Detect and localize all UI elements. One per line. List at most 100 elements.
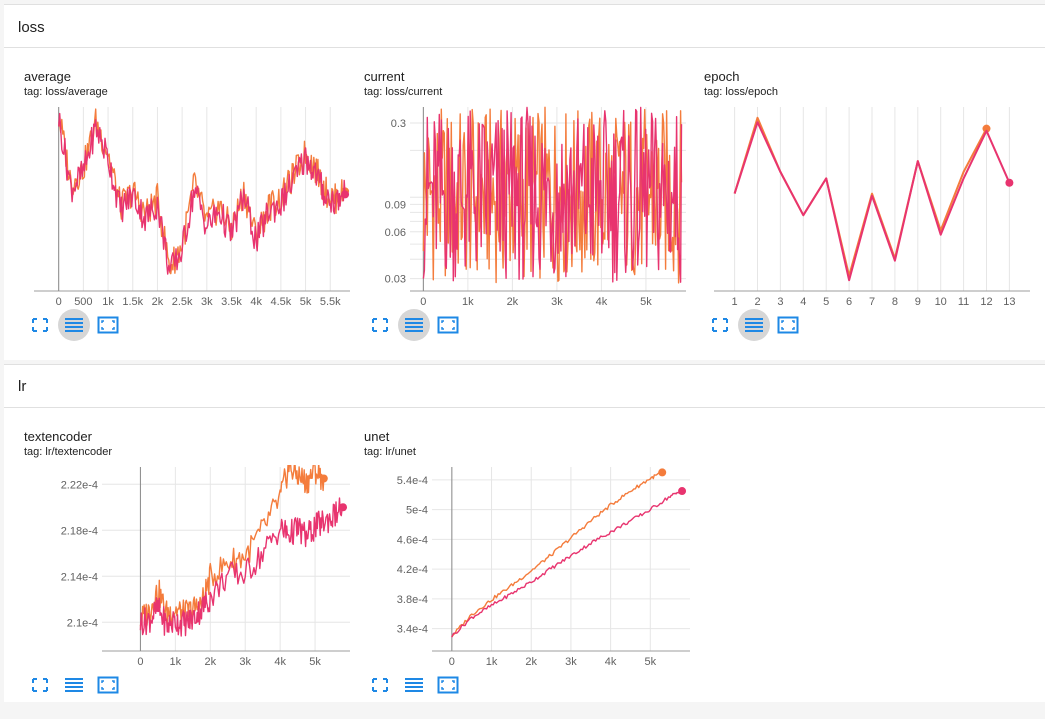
x-tick-label: 0 (449, 656, 455, 668)
x-tick-label: 3k (201, 296, 213, 308)
toggle-log-scale-button[interactable] (398, 309, 430, 341)
fullscreen-icon (97, 316, 119, 334)
x-tick-label: 13 (1003, 296, 1015, 308)
y-tick-label: 2.18e-4 (61, 525, 98, 537)
series-line-run-b (422, 106, 683, 283)
fit-domain-icon (712, 318, 728, 332)
toggle-log-scale-icon (65, 318, 83, 332)
x-tick-label: 1 (732, 296, 738, 308)
series-end-point (678, 487, 687, 496)
chart-action-buttons (370, 309, 490, 341)
chart-tag: tag: loss/epoch (704, 86, 778, 98)
x-tick-label: 2.5k (172, 296, 193, 308)
x-tick-label: 3.5k (221, 296, 242, 308)
x-tick-label: 0 (137, 656, 143, 668)
toggle-log-scale-button[interactable] (58, 669, 90, 701)
chart-tag: tag: loss/average (24, 86, 108, 98)
chart-plot[interactable]: 0 1k 2k 3k 4k 5k 0.03 0.06 0.09 0.3 (364, 105, 694, 310)
series-line-run-b (58, 112, 346, 275)
x-tick-label: 11 (958, 296, 969, 308)
x-tick-label: 1k (102, 296, 114, 308)
fit-domain-button[interactable] (364, 669, 396, 701)
fit-domain-icon (32, 678, 48, 692)
y-tick-label: 0.06 (385, 227, 406, 239)
chart-plot[interactable]: 0 1k 2k 3k 4k 5k 3.4e-4 3.8e-4 4.2e-4 4.6e-4 5e-4 5… (364, 465, 694, 670)
x-tick-label: 1.5k (122, 296, 143, 308)
y-tick-label: 4.6e-4 (397, 534, 428, 546)
chart-tag: tag: lr/unet (364, 446, 416, 458)
x-tick-label: 3k (239, 656, 251, 668)
chart-card-textencoder: textencoder tag: lr/textencoder 0 1k 2k 3k 4k 5… (24, 429, 354, 719)
chart-action-buttons (30, 669, 150, 701)
x-tick-label: 10 (935, 296, 947, 308)
toggle-log-scale-button[interactable] (738, 309, 770, 341)
fit-domain-button[interactable] (24, 309, 56, 341)
chart-plot[interactable]: 1 2 3 4 5 6 7 8 9 10 11 12 13 (704, 105, 1034, 310)
x-tick-label: 6 (846, 296, 852, 308)
x-tick-label: 4k (250, 296, 262, 308)
fit-domain-icon (372, 678, 388, 692)
chart-title: current (364, 69, 405, 84)
series-line-run-a (733, 116, 988, 277)
section-title: loss (18, 19, 45, 36)
x-tick-label: 5k (300, 296, 312, 308)
chart-action-buttons (710, 309, 830, 341)
x-tick-label: 2k (507, 296, 519, 308)
fit-domain-button[interactable] (24, 669, 56, 701)
x-tick-label: 8 (892, 296, 898, 308)
x-tick-label: 5.5k (320, 296, 341, 308)
toggle-log-scale-button[interactable] (58, 309, 90, 341)
y-tick-label: 0.09 (385, 199, 406, 211)
chart-card-average: average tag: loss/average 0 500 1k 1.5k 2k 2.5k… (24, 69, 354, 359)
series-line-run-a (139, 465, 325, 627)
chart-card-epoch: epoch tag: loss/epoch 1 2 3 4 5 6 7 8 9 10 11 12 13 (704, 69, 1034, 359)
chart-action-buttons (370, 669, 490, 701)
fit-domain-icon (372, 318, 388, 332)
fullscreen-icon (437, 316, 459, 334)
chart-plot[interactable]: 0 1k 2k 3k 4k 5k 2.1e-4 2.14e-4 2.18e-4 2.22e-4 (24, 465, 354, 670)
y-tick-label: 2.1e-4 (67, 617, 98, 629)
x-tick-label: 2k (152, 296, 164, 308)
y-tick-label: 4.2e-4 (397, 564, 428, 576)
fullscreen-button[interactable] (432, 309, 464, 341)
y-tick-label: 0.03 (385, 274, 406, 286)
x-tick-label: 3 (777, 296, 783, 308)
fullscreen-button[interactable] (772, 309, 804, 341)
fit-domain-button[interactable] (364, 309, 396, 341)
x-tick-label: 500 (74, 296, 92, 308)
section-header-loss[interactable]: loss (4, 4, 1045, 48)
series-end-point (1005, 178, 1014, 187)
fullscreen-icon (97, 676, 119, 694)
fullscreen-button[interactable] (432, 669, 464, 701)
toggle-log-scale-icon (405, 678, 423, 692)
fullscreen-button[interactable] (92, 309, 124, 341)
fullscreen-icon (777, 316, 799, 334)
y-tick-label: 2.22e-4 (61, 479, 98, 491)
toggle-log-scale-icon (745, 318, 763, 332)
chart-title: average (24, 69, 71, 84)
fit-domain-icon (32, 318, 48, 332)
x-tick-label: 1k (462, 296, 474, 308)
y-tick-label: 3.8e-4 (397, 594, 428, 606)
fit-domain-button[interactable] (704, 309, 736, 341)
chart-plot[interactable]: 0 500 1k 1.5k 2k 2.5k 3k 3.5k 4k 4.5k 5k 5.5k (24, 105, 354, 310)
section-header-lr[interactable]: lr (4, 364, 1045, 408)
x-tick-label: 5 (823, 296, 829, 308)
chart-tag: tag: loss/current (364, 86, 443, 98)
x-tick-label: 5k (309, 656, 321, 668)
y-tick-label: 5.4e-4 (397, 475, 428, 487)
chart-title: textencoder (24, 429, 92, 444)
y-tick-label: 3.4e-4 (397, 624, 428, 636)
x-tick-label: 3k (565, 656, 577, 668)
series-line-run-a (422, 106, 683, 284)
x-tick-label: 3k (551, 296, 563, 308)
series-line-run-b (139, 497, 344, 637)
fullscreen-button[interactable] (92, 669, 124, 701)
series-line-run-a (58, 108, 346, 275)
toggle-log-scale-button[interactable] (398, 669, 430, 701)
series-end-point (341, 190, 350, 199)
series-end-point (339, 503, 348, 512)
x-tick-label: 2k (204, 656, 216, 668)
x-tick-label: 5k (640, 296, 652, 308)
series-line-run-a (451, 470, 663, 638)
